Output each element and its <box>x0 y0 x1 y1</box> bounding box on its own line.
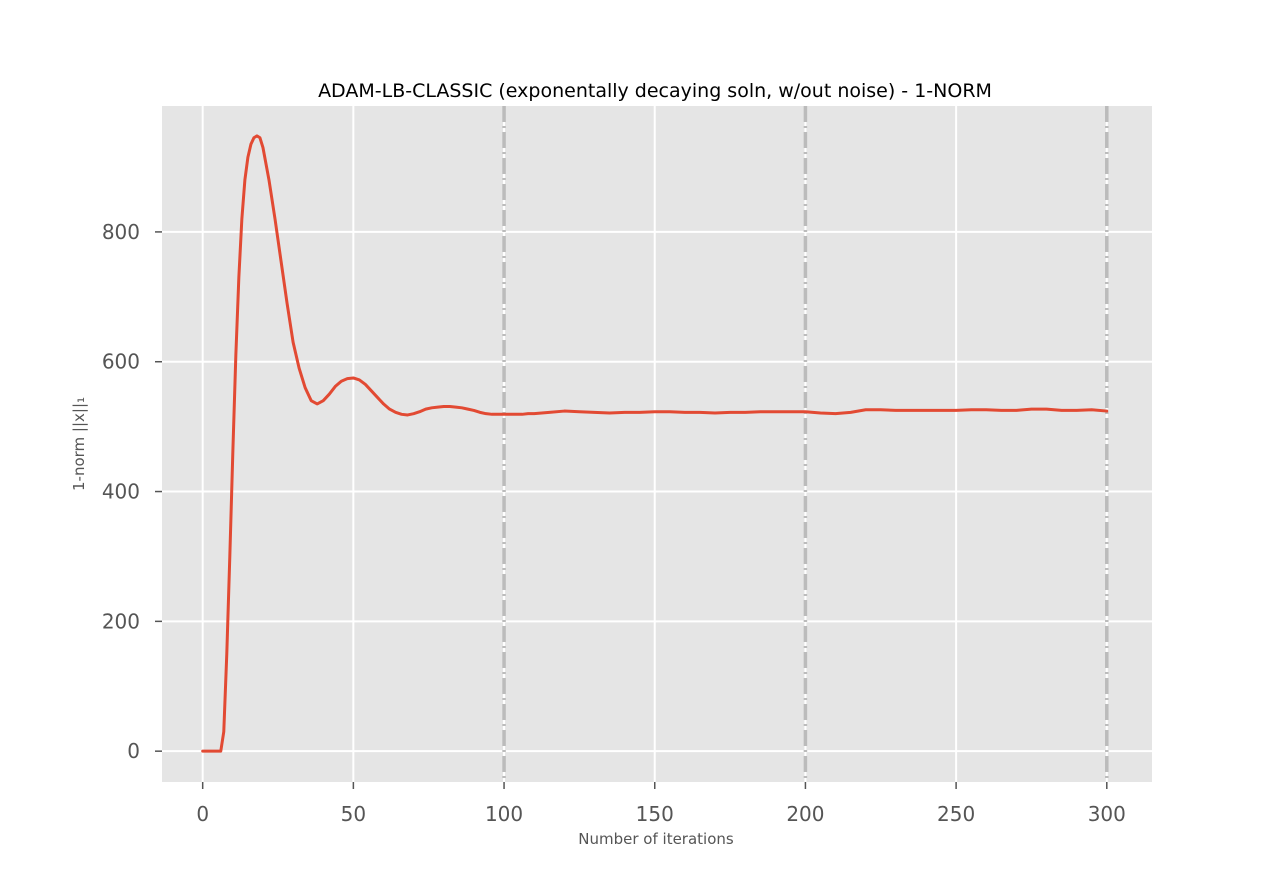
vertical-marker-lines <box>502 106 1109 782</box>
x-tick-label: 300 <box>1088 802 1126 826</box>
y-tick-label: 400 <box>102 480 140 504</box>
series-line <box>201 134 1109 753</box>
plot-area <box>162 106 1152 782</box>
y-tick-label: 600 <box>102 350 140 374</box>
x-tick-label: 250 <box>937 802 975 826</box>
chart-title: ADAM-LB-CLASSIC (exponentally decaying s… <box>318 80 992 102</box>
series-layer <box>201 134 1109 753</box>
y-tick-label: 0 <box>127 739 140 763</box>
y-tick-label: 800 <box>102 220 140 244</box>
x-axis-label: Number of iterations <box>578 830 734 848</box>
y-tick-label: 200 <box>102 609 140 633</box>
x-tick-label: 200 <box>786 802 824 826</box>
x-tick-label: 0 <box>196 802 209 826</box>
x-tick-label: 100 <box>485 802 523 826</box>
x-tick-label: 150 <box>636 802 674 826</box>
y-axis-label: 1-norm ||x||₁ <box>70 397 88 491</box>
axis-ticks: 0 50 100 150 200 250 300 0 200 400 600 800 <box>102 220 1126 826</box>
x-tick-label: 50 <box>341 802 366 826</box>
